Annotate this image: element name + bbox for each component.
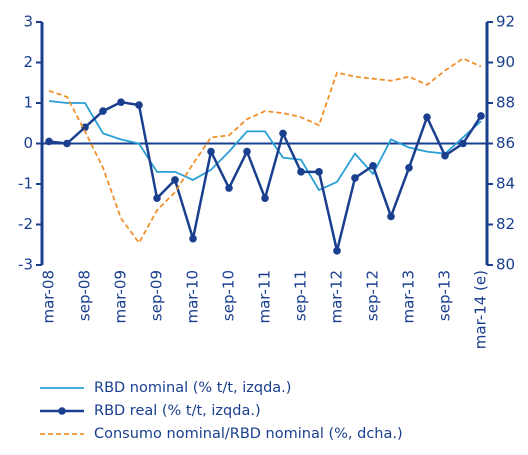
y2-tick-label: 90 — [496, 53, 515, 71]
y-tick-label: 1 — [23, 94, 33, 112]
x-tick-label: sep-09 — [148, 270, 166, 321]
series-line — [48, 100, 482, 192]
y2-tick-label: 92 — [496, 13, 515, 31]
series-marker — [459, 139, 467, 148]
series-marker — [243, 147, 251, 156]
x-tick-label: sep-10 — [220, 270, 238, 321]
series-marker — [351, 174, 359, 182]
y2-tick-label: 86 — [496, 134, 515, 152]
y-tick-label: -2 — [18, 215, 33, 233]
series-marker — [477, 112, 485, 120]
series-marker — [171, 176, 179, 184]
x-tick-label: mar-08 — [40, 270, 58, 324]
x-tick-label: mar-11 — [256, 270, 274, 324]
series-marker — [189, 234, 197, 243]
legend-label: Consumo nominal/RBD nominal (%, dcha.) — [94, 426, 403, 442]
y2-tick-label: 80 — [496, 256, 515, 274]
y-tick-label: 3 — [23, 13, 33, 31]
series-marker — [369, 161, 377, 170]
series-marker — [153, 194, 161, 202]
x-tick-label: mar-12 — [328, 270, 346, 324]
y-tick-label: 0 — [23, 134, 33, 152]
legend-marker — [58, 407, 66, 415]
series-marker — [333, 247, 341, 255]
y2-tick-label: 88 — [496, 94, 515, 112]
y-tick-label: -3 — [18, 256, 33, 274]
x-tick-label: mar-10 — [184, 270, 202, 324]
x-tick-label: sep-12 — [364, 270, 382, 321]
series-marker — [297, 168, 305, 176]
series-marker — [135, 101, 143, 109]
series-marker — [117, 98, 125, 106]
series-marker — [405, 164, 413, 172]
series-marker — [423, 113, 431, 121]
legend-label: RBD nominal (% t/t, izqda.) — [94, 380, 291, 396]
x-tick-label: mar-09 — [112, 270, 130, 324]
x-tick-label: mar-14 (e) — [472, 270, 490, 349]
series-marker — [63, 139, 71, 148]
x-tick-label: sep-13 — [436, 270, 454, 321]
series-marker — [261, 194, 269, 202]
x-tick-label: mar-13 — [400, 270, 418, 324]
x-tick-label: sep-11 — [292, 270, 310, 321]
series-marker — [99, 107, 107, 115]
series-marker — [225, 184, 233, 192]
y2-tick-label: 84 — [496, 175, 515, 193]
series-marker — [81, 123, 89, 132]
series-marker — [315, 168, 323, 176]
series-line — [48, 100, 483, 252]
series-marker — [45, 137, 53, 146]
series-marker — [387, 212, 395, 221]
y-tick-label: -1 — [18, 175, 33, 193]
y-tick-label: 2 — [23, 53, 33, 71]
series-marker — [279, 129, 287, 138]
legend-label: RBD real (% t/t, izqda.) — [94, 403, 261, 419]
x-tick-label: sep-08 — [76, 270, 94, 321]
series-marker — [441, 151, 449, 160]
series-marker — [207, 147, 215, 156]
y2-tick-label: 82 — [496, 215, 515, 233]
series-line — [48, 57, 482, 245]
